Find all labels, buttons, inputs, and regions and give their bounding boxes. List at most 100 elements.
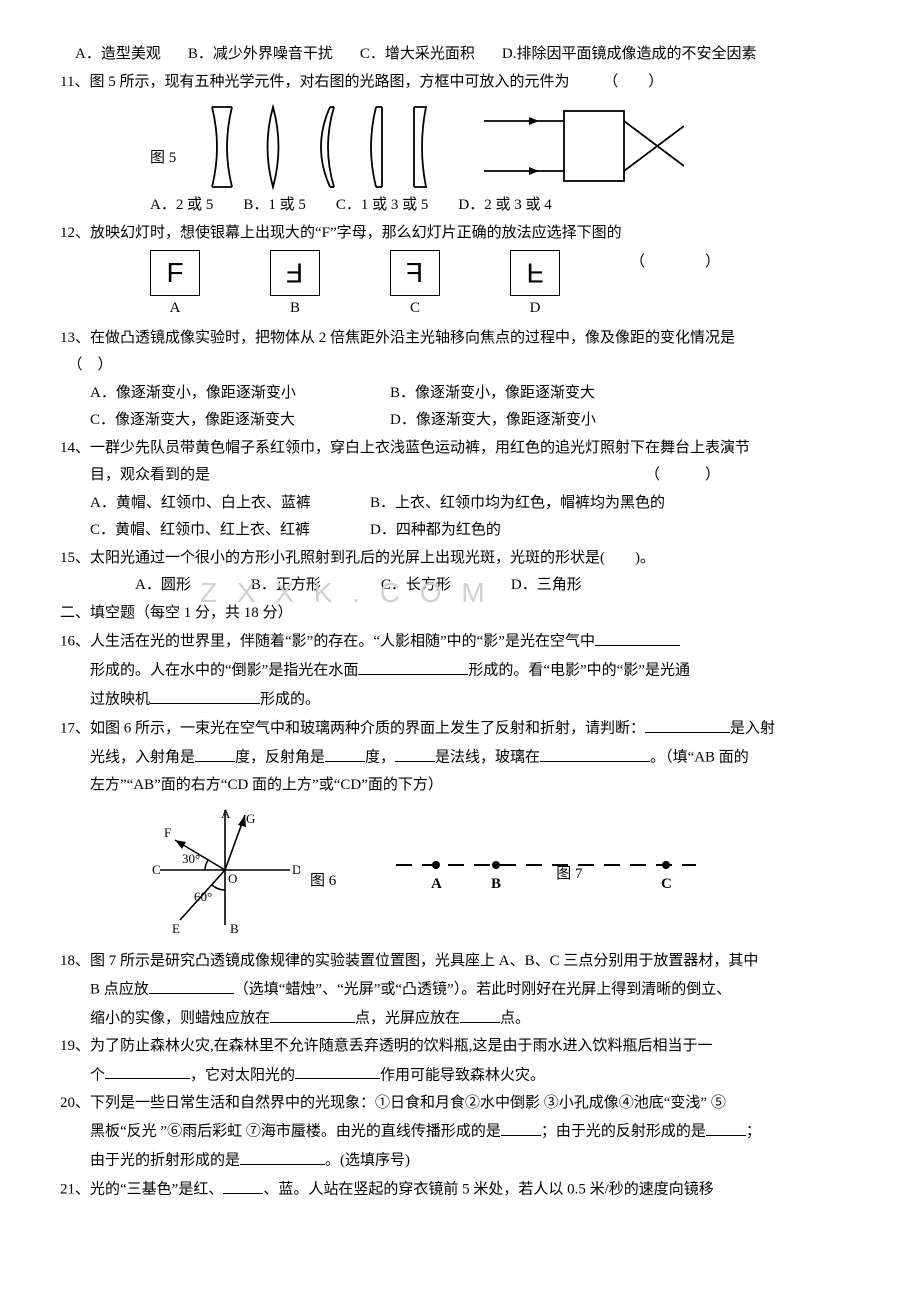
q12-label-b: B (270, 296, 320, 322)
fig6-A: A (221, 806, 231, 821)
fig7-diagram: A B C (396, 840, 696, 900)
q15-opt-b: B．正方形 (251, 573, 321, 599)
q14-opt-a: A．黄帽、红领巾、白上衣、蓝裤 (90, 491, 370, 517)
q13-opts-1: A．像逐渐变小，像距逐渐变小 B．像逐渐变小，像距逐渐变大 (60, 381, 860, 407)
q21-l1: 21、光的“三基色”是红、 、蓝。人站在竖起的穿衣镜前 5 米处，若人以 0.5 … (60, 1176, 860, 1203)
q19-l2a: 个 (90, 1067, 105, 1083)
fig7-B: B (491, 876, 501, 892)
q21-l1a: 21、光的“三基色”是红、 (60, 1182, 223, 1198)
q20-l3a: 由于光的折射形成的是 (90, 1153, 240, 1169)
q14-opt-c: C．黄帽、红领巾、红上衣、红裤 (90, 518, 370, 544)
q13-opt-a: A．像逐渐变小，像距逐渐变小 (90, 381, 390, 407)
q19-l2b: ，它对太阳光的 (190, 1067, 295, 1083)
q19-l2: 个 ，它对太阳光的 作用可能导致森林火灾。 (60, 1062, 860, 1089)
q16-l1a: 16、人生活在光的世界里，伴随着“影”的存在。“人影相随”中的“影”是光在空气中 (60, 634, 595, 650)
q16-l2a: 形成的。人在水中的“倒影”是指光在水面 (90, 663, 358, 679)
q16-l3: 过放映机 形成的。 (60, 686, 860, 713)
q14-stem1: 14、一群少先队员带黄色帽子系红领巾，穿白上衣浅蓝色运动裤，用红色的追光灯照射下… (60, 436, 860, 462)
q15-stem: 15、太阳光通过一个很小的方形小孔照射到孔后的光屏上出现光斑，光斑的形状是( )… (60, 546, 860, 572)
blank (706, 1118, 746, 1136)
fig6-O: O (228, 871, 237, 886)
q11-opt-b: B．1 或 5 (243, 193, 306, 219)
fig6-E: E (172, 921, 180, 935)
fig6-G: G (246, 811, 255, 826)
q20-l2c: ； (746, 1124, 761, 1140)
q13-opt-c: C．像逐渐变大，像距逐渐变大 (90, 408, 390, 434)
lens-5-num: 5 (417, 190, 424, 191)
fig6-C: C (152, 862, 161, 877)
q13-opt-b: B．像逐渐变小，像距逐渐变大 (390, 381, 595, 407)
q17-l1a: 17、如图 6 所示，一束光在空气中和玻璃两种介质的界面上发生了反射和折射，请判… (60, 721, 645, 737)
fig6-D: D (292, 862, 300, 877)
fig6-30: 30° (182, 851, 200, 866)
q16-l2: 形成的。人在水中的“倒影”是指光在水面形成的。看“电影”中的“影”是光通 (60, 657, 860, 684)
q18-l3b: 点，光屏应放在 (355, 1011, 460, 1027)
section2-title: 二、填空题（每空 1 分，共 18 分） (60, 601, 860, 627)
q20-l1: 20、下列是一些日常生活和自然界中的光现象：①日食和月食②水中倒影 ③小孔成像④… (60, 1091, 860, 1117)
q11-opt-c: C．1 或 3 或 5 (336, 193, 429, 219)
q17-l2b: 度，反射角是 (235, 750, 325, 766)
q12-fbox-b: F (270, 250, 320, 296)
q16-l3a: 过放映机 (90, 692, 150, 708)
q11-fig-label: 图 5 (150, 146, 186, 192)
q11-figure-row: 图 5 1 2 3 4 5 (60, 101, 860, 191)
lens-4-num: 4 (370, 190, 377, 191)
q12-figure-row: F A F B F C F D （ ） (60, 250, 860, 322)
fig7-C: C (661, 876, 672, 892)
blank (460, 1005, 500, 1023)
q18-l2: B 点应放 （选填“蜡烛”、“光屏”或“凸透镜”）。若此时刚好在光屏上得到清晰的倒… (60, 976, 860, 1003)
q15-opt-c: C．长方形 (381, 573, 451, 599)
q10-options: A．造型美观 B．减少外界噪音干扰 C．增大采光面积 D.排除因平面镜成像造成的… (60, 42, 860, 68)
blank (223, 1176, 263, 1194)
blank (645, 715, 730, 733)
blank (150, 686, 260, 704)
q14-opts-1: A．黄帽、红领巾、白上衣、蓝裤 B．上衣、红领巾均为红色，帽裤均为黑色的 (60, 491, 860, 517)
blank (270, 1005, 355, 1023)
q10-opt-a: A．造型美观 (75, 42, 161, 68)
fig6-F: F (164, 825, 171, 840)
q16-l3b: 形成的。 (260, 692, 320, 708)
lens-4-icon: 4 (358, 103, 388, 191)
blank (105, 1062, 190, 1080)
blank (325, 744, 365, 762)
q18-l2b: （选填“蜡烛”、“光屏”或“凸透镜”）。若此时刚好在光屏上得到清晰的倒立、 (234, 982, 731, 998)
q12-paren: （ ） (630, 250, 720, 276)
q11-opt-a: A．2 或 5 (150, 193, 213, 219)
lens-3-icon: 3 (306, 103, 340, 191)
fig6-60: 60° (194, 889, 212, 904)
q20-l3: 由于光的折射形成的是 。(选填序号) (60, 1147, 860, 1174)
q20-l2: 黑板“反光 ”⑥雨后彩虹 ⑦海市蜃楼。由光的直线传播形成的是；由于光的反射形成的… (60, 1118, 860, 1145)
q14-stem2: 目，观众看到的是 (90, 463, 210, 489)
q16-l1: 16、人生活在光的世界里，伴随着“影”的存在。“人影相随”中的“影”是光在空气中 (60, 628, 860, 655)
lens-2-icon: 2 (258, 103, 288, 191)
q14-stem2-row: 目，观众看到的是 （ ） (60, 463, 860, 489)
q13-paren: （ ） (60, 353, 860, 379)
q10-opt-b: B．减少外界噪音干扰 (188, 42, 333, 68)
q12-fbox-c: F (390, 250, 440, 296)
q17-l2e: 。（填“AB 面的 (650, 750, 749, 766)
q15-opt-d: D．三角形 (511, 573, 582, 599)
q20-l3b: 。(选填序号) (325, 1153, 410, 1169)
q14-paren: （ ） (645, 463, 720, 489)
lens-5-icon: 5 (406, 103, 436, 191)
q12-label-a: A (150, 296, 200, 322)
q20-l2b: ；由于光的反射形成的是 (541, 1124, 706, 1140)
raybox-icon (484, 101, 684, 191)
q18-l3c: 点。 (500, 1011, 530, 1027)
q15-opts: A．圆形 B．正方形 C．长方形 D．三角形 Z X X K . C O M (60, 573, 860, 599)
blank (295, 1062, 380, 1080)
q19-l1: 19、为了防止森林火灾,在森林里不允许随意丢弃透明的饮料瓶,这是由于雨水进入饮料… (60, 1034, 860, 1060)
q12-stem: 12、放映幻灯时，想使银幕上出现大的“F”字母，那么幻灯片正确的放法应选择下图的 (60, 221, 860, 247)
lens-3-num: 3 (320, 190, 327, 191)
fig7-label: 图 7 (556, 862, 582, 900)
q21-l1b: 、蓝。人站在竖起的穿衣镜前 5 米处，若人以 0.5 米/秒的速度向镜移 (263, 1182, 713, 1198)
q17-l1b: 是入射 (730, 721, 775, 737)
blank (240, 1147, 325, 1165)
q17-l2c: 度， (365, 750, 395, 766)
q19-l2c: 作用可能导致森林火灾。 (380, 1067, 545, 1083)
fig6-label: 图 6 (310, 869, 336, 935)
q18-l2a: B 点应放 (90, 982, 149, 998)
q11-options: A．2 或 5 B．1 或 5 C．1 或 3 或 5 D．2 或 3 或 4 (60, 193, 860, 219)
q12-label-d: D (510, 296, 560, 322)
q10-opt-c: C．增大采光面积 (360, 42, 475, 68)
